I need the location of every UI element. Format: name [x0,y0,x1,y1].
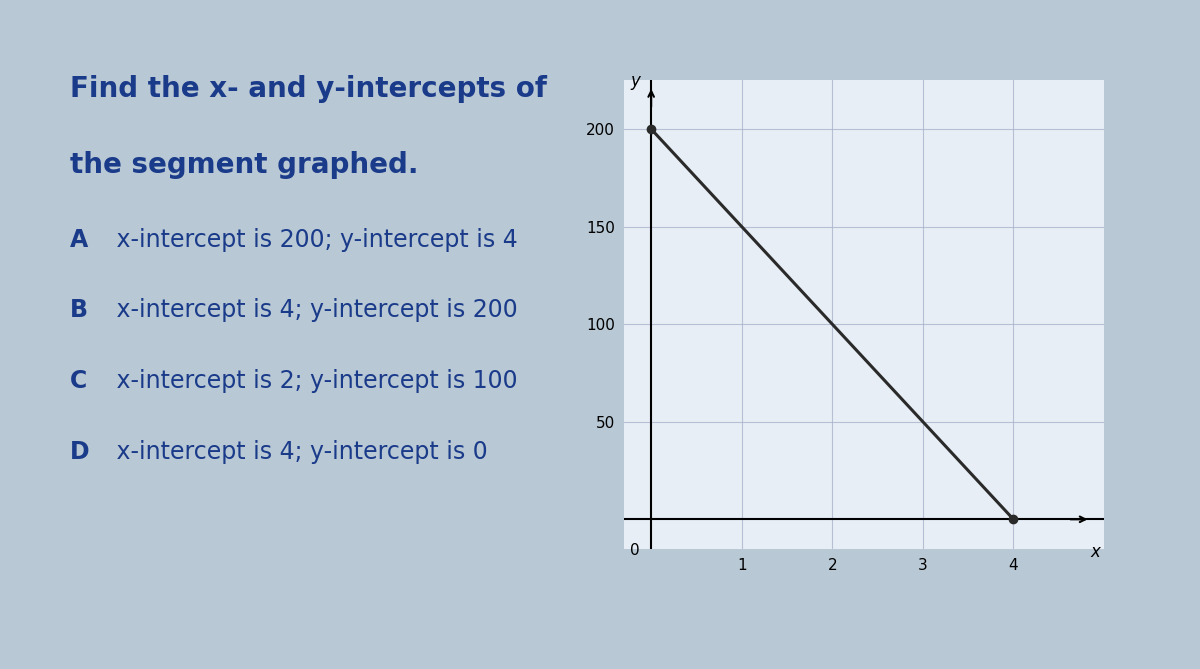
Text: C: C [70,369,88,393]
Text: the segment graphed.: the segment graphed. [70,151,419,179]
Text: x-intercept is 200; y-intercept is 4: x-intercept is 200; y-intercept is 4 [109,227,518,252]
Text: B: B [70,298,88,322]
Text: x-intercept is 4; y-intercept is 200: x-intercept is 4; y-intercept is 200 [109,298,518,322]
Text: y: y [630,72,640,90]
Text: Find the x- and y-intercepts of: Find the x- and y-intercepts of [70,75,547,102]
Text: 0: 0 [630,543,640,558]
Text: A: A [70,227,88,252]
Text: x: x [1090,543,1100,561]
Text: x-intercept is 2; y-intercept is 100: x-intercept is 2; y-intercept is 100 [109,369,518,393]
Text: D: D [70,440,90,464]
Text: x-intercept is 4; y-intercept is 0: x-intercept is 4; y-intercept is 0 [109,440,488,464]
